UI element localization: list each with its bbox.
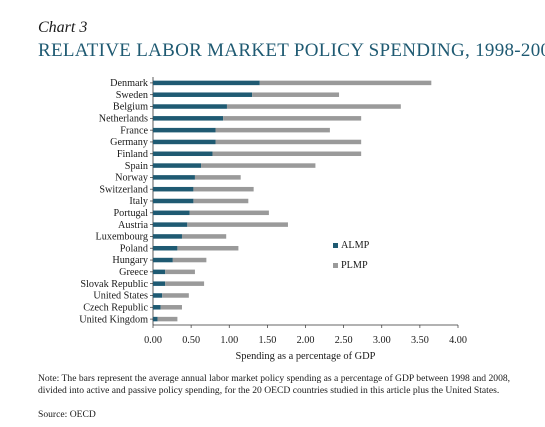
y-tick-label: Poland	[120, 243, 148, 254]
y-tick-label: Finland	[117, 149, 148, 160]
x-tick-label: 1.50	[258, 335, 276, 346]
y-tick-label: Switzerland	[99, 184, 148, 195]
legend-swatch-plmp	[333, 263, 338, 268]
bar-almp-luxembourg	[153, 234, 182, 239]
y-tick-label: Greece	[119, 267, 148, 278]
bar-almp-spain	[153, 163, 202, 168]
y-tick-label: United States	[93, 291, 148, 302]
bar-plmp-belgium	[226, 104, 401, 109]
y-tick-label: Denmark	[110, 78, 149, 89]
chart-note: Note: The bars represent the average ann…	[38, 373, 511, 396]
bar-plmp-luxembourg	[181, 234, 227, 239]
y-tick-label: Italy	[129, 196, 149, 207]
x-tick-label: 1.00	[220, 335, 238, 346]
chart-source: Source: OECD	[38, 409, 96, 420]
bar-almp-italy	[153, 198, 194, 204]
y-tick-label: Luxembourg	[96, 232, 148, 243]
y-tick-label: Austria	[118, 220, 148, 231]
bar-plmp-united-states	[162, 293, 189, 298]
y-tick-label: Czech Republic	[83, 302, 148, 313]
x-tick-label: 3.50	[411, 335, 429, 346]
bar-plmp-austria	[187, 222, 288, 227]
x-tick-label: 0.50	[182, 335, 200, 346]
bar-almp-poland	[153, 245, 178, 251]
bar-plmp-netherlands	[223, 116, 362, 121]
bar-plmp-finland	[212, 151, 362, 157]
bar-plmp-hungary	[172, 257, 207, 263]
bar-almp-united-kingdom	[153, 316, 158, 322]
bar-plmp-spain	[201, 163, 316, 168]
stacked-bar-chart: DenmarkSwedenBelgiumNetherlandsFranceGer…	[79, 77, 467, 362]
x-tick-label: 2.00	[297, 335, 315, 346]
bar-almp-portugal	[153, 210, 190, 216]
bar-almp-norway	[153, 175, 195, 180]
y-tick-label: Sweden	[116, 90, 148, 101]
bar-almp-sweden	[153, 92, 253, 97]
bar-almp-hungary	[153, 257, 173, 263]
legend-swatch-almp	[333, 243, 338, 248]
bar-plmp-united-kingdom	[157, 316, 178, 322]
bar-almp-germany	[153, 139, 216, 145]
bar-plmp-sweden	[252, 92, 340, 97]
bar-plmp-poland	[177, 245, 239, 251]
bar-plmp-switzerland	[193, 186, 254, 192]
y-tick-label: Netherlands	[99, 114, 148, 125]
bar-almp-france	[153, 127, 216, 133]
bar-almp-netherlands	[153, 116, 224, 121]
y-tick-label: United Kingdom	[79, 314, 148, 325]
bar-plmp-germany	[215, 139, 362, 145]
x-tick-label: 2.50	[335, 335, 353, 346]
x-tick-label: 0.00	[144, 335, 162, 346]
y-tick-label: Portugal	[113, 208, 148, 219]
bar-plmp-greece	[165, 269, 195, 275]
bar-almp-greece	[153, 269, 166, 275]
bar-almp-switzerland	[153, 186, 194, 192]
bar-almp-czech-republic	[153, 305, 161, 310]
bar-plmp-italy	[193, 198, 249, 204]
x-axis-label: Spending as a percentage of GDP	[236, 351, 376, 362]
bar-almp-denmark	[153, 80, 260, 86]
bar-plmp-france	[215, 127, 330, 133]
x-tick-label: 3.00	[373, 335, 391, 346]
y-tick-label: Spain	[125, 161, 148, 172]
bar-plmp-norway	[194, 175, 241, 180]
bar-almp-finland	[153, 151, 213, 157]
y-tick-label: Slovak Republic	[80, 279, 148, 290]
legend-label-plmp: PLMP	[341, 260, 368, 271]
y-tick-label: Germany	[110, 137, 149, 148]
y-tick-label: France	[120, 125, 148, 136]
x-tick-label: 4.00	[449, 335, 467, 346]
y-tick-label: Hungary	[112, 255, 149, 266]
chart-label: Chart 3	[38, 19, 88, 36]
bar-almp-belgium	[153, 104, 227, 109]
y-tick-label: Norway	[115, 173, 149, 184]
legend-label-almp: ALMP	[341, 240, 370, 251]
bar-plmp-czech-republic	[160, 305, 182, 310]
chart-title: RELATIVE LABOR MARKET POLICY SPENDING, 1…	[38, 40, 545, 61]
bar-almp-united-states	[153, 293, 163, 298]
bar-almp-slovak-republic	[153, 281, 166, 286]
bar-plmp-slovak-republic	[165, 281, 205, 286]
bar-almp-austria	[153, 222, 188, 227]
bar-plmp-portugal	[189, 210, 269, 216]
bar-plmp-denmark	[259, 80, 432, 86]
y-tick-label: Belgium	[113, 102, 148, 113]
